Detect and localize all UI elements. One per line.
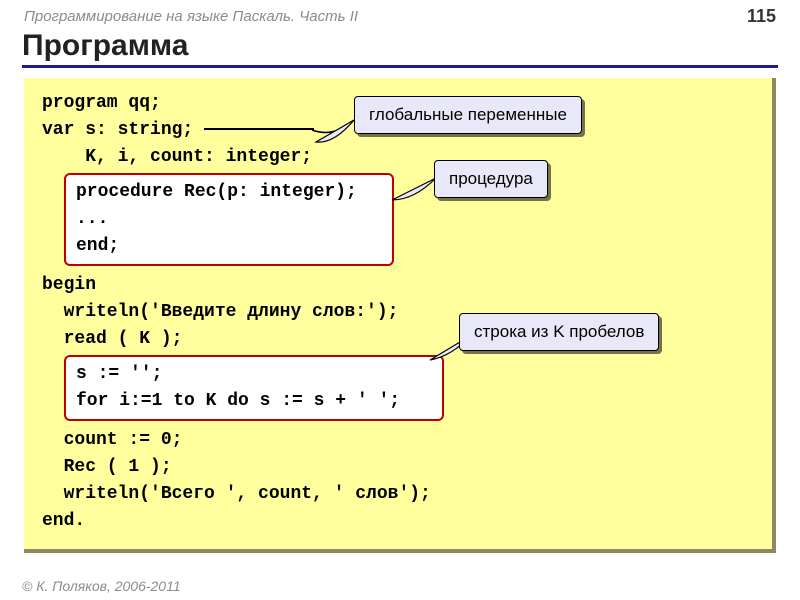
- slide-header: Программирование на языке Паскаль. Часть…: [0, 0, 800, 29]
- code-line: writeln('Всего ', count, ' слов');: [42, 481, 754, 508]
- code-line: begin: [42, 272, 754, 299]
- connector-line: [204, 128, 314, 130]
- code-line: s := '';: [76, 361, 432, 388]
- string-init-box: s := ''; for i:=1 to K do s := s + ' ';: [64, 355, 444, 421]
- callout-string-spaces: строка из K пробелов: [459, 313, 659, 351]
- code-line: Rec ( 1 );: [42, 454, 754, 481]
- code-line: ...: [76, 206, 382, 233]
- page-number: 115: [747, 6, 776, 27]
- slide-footer: © К. Поляков, 2006-2011: [22, 578, 181, 594]
- code-line: end;: [76, 233, 382, 260]
- procedure-box: procedure Rec(p: integer); ... end;: [64, 173, 394, 266]
- title-bar: Программа: [22, 29, 778, 68]
- callout-global-vars: глобальные переменные: [354, 96, 582, 134]
- code-panel: program qq; var s: string; K, i, count: …: [24, 78, 776, 553]
- code-line: end.: [42, 508, 754, 535]
- code-line: K, i, count: integer;: [42, 144, 754, 171]
- callout-procedure: процедура: [434, 160, 548, 198]
- header-left: Программирование на языке Паскаль. Часть…: [24, 8, 358, 25]
- code-line: count := 0;: [42, 427, 754, 454]
- callout-pointer-icon: [382, 178, 442, 208]
- code-line: for i:=1 to K do s := s + ' ';: [76, 388, 432, 415]
- code-line: procedure Rec(p: integer);: [76, 179, 382, 206]
- slide-title: Программа: [22, 29, 778, 65]
